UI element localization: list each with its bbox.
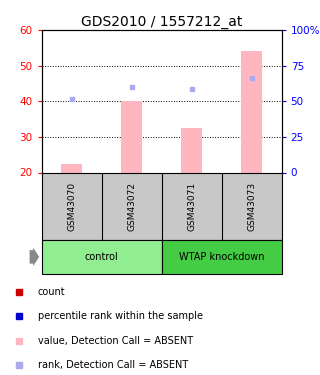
Bar (181, 128, 202, 172)
Text: percentile rank within the sample: percentile rank within the sample (38, 311, 203, 321)
Text: rank, Detection Call = ABSENT: rank, Detection Call = ABSENT (38, 360, 188, 370)
FancyArrow shape (30, 248, 39, 266)
Bar (42, 240, 162, 274)
Text: WTAP knockdown: WTAP knockdown (179, 252, 264, 262)
Bar (42, 172, 282, 240)
Text: GSM43071: GSM43071 (187, 182, 196, 231)
Text: control: control (85, 252, 118, 262)
Bar (121, 101, 142, 172)
Bar (241, 51, 262, 172)
Text: GSM43073: GSM43073 (247, 182, 256, 231)
Text: count: count (38, 287, 65, 297)
Bar (162, 240, 282, 274)
Text: GSM43070: GSM43070 (67, 182, 76, 231)
Title: GDS2010 / 1557212_at: GDS2010 / 1557212_at (81, 15, 242, 29)
Text: GSM43072: GSM43072 (127, 182, 136, 231)
Bar (61, 164, 82, 172)
Text: value, Detection Call = ABSENT: value, Detection Call = ABSENT (38, 336, 193, 346)
